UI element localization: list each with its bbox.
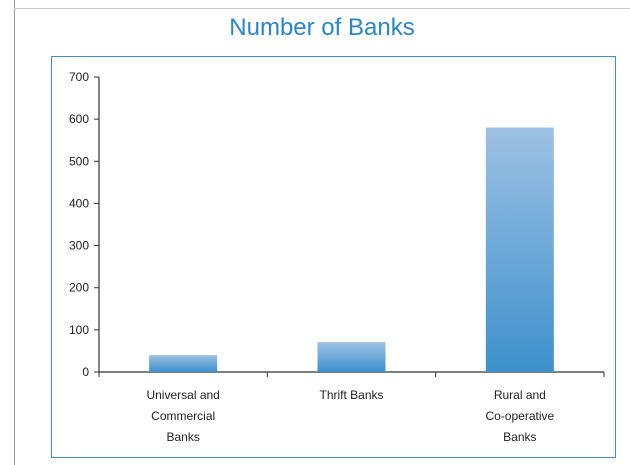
x-category-label: Rural and: [494, 388, 546, 402]
bars: [149, 127, 554, 372]
y-tick-label: 400: [69, 196, 89, 210]
chart-title: Number of Banks: [229, 14, 415, 41]
x-category-label: Commercial: [151, 409, 215, 423]
labels: 0 100 200 300 400 500 600 700 Universal and Comme…: [69, 70, 555, 444]
y-tick-label: 100: [69, 323, 89, 337]
chart-frame: [51, 56, 616, 458]
x-category-label: Thrift Banks: [319, 388, 383, 402]
page-left-rule: [14, 0, 15, 465]
x-category-label: Banks: [503, 430, 536, 444]
y-tick-label: 0: [82, 365, 89, 379]
y-tick-label: 500: [69, 154, 89, 168]
y-tick-label: 600: [69, 112, 89, 126]
bar: [485, 127, 554, 372]
y-tick-label: 300: [69, 239, 89, 253]
x-category-label: Universal and: [146, 388, 219, 402]
page-top-rule: [14, 8, 630, 9]
x-category-label: Co-operative: [485, 409, 554, 423]
bar: [317, 342, 386, 372]
bar: [149, 355, 218, 372]
x-category-label: Banks: [166, 430, 199, 444]
y-tick-label: 200: [69, 281, 89, 295]
y-tick-label: 700: [69, 70, 89, 84]
